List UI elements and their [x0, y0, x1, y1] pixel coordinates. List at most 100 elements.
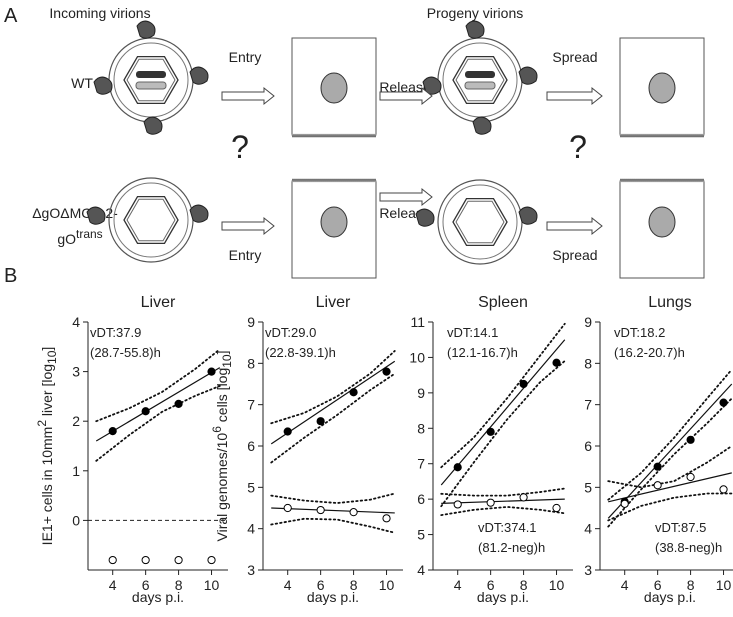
confidence-band-upper — [607, 368, 733, 501]
y-tick-label: 4 — [584, 521, 592, 537]
confidence-band-upper — [440, 487, 566, 497]
data-point — [174, 399, 183, 408]
y-tick-label: 4 — [72, 314, 80, 330]
x-tick-label: 6 — [142, 577, 150, 593]
data-point — [316, 505, 325, 515]
arrow — [221, 216, 275, 236]
panel-a: A Incoming virions Progeny virions WT Δg… — [4, 5, 705, 279]
chart-title: Spleen — [478, 294, 528, 311]
panel-label: B — [4, 265, 17, 287]
confidence-band-lower — [95, 385, 221, 462]
dna — [135, 81, 167, 90]
regression-line — [441, 498, 565, 504]
regression-line — [440, 339, 566, 486]
question-mark: ? — [569, 129, 587, 165]
confidence-band-lower — [607, 397, 733, 528]
y-tick-label: 5 — [584, 479, 592, 495]
cell — [619, 182, 705, 279]
data-point — [519, 493, 528, 502]
microvilli — [619, 133, 705, 138]
cell — [291, 37, 377, 134]
data-point — [382, 514, 391, 523]
annotation: vDT:87.5 — [655, 520, 706, 535]
y-tick-label: 7 — [584, 397, 592, 413]
capsid-inner — [455, 58, 505, 102]
data-point — [349, 388, 358, 397]
y-axis-label-part: cells [log — [214, 368, 230, 426]
annotation: (16.2-20.7)h — [614, 345, 685, 360]
y-tick-label: 0 — [72, 512, 80, 528]
y-tick-label: 7 — [247, 397, 255, 413]
data-point — [108, 555, 117, 565]
data-point — [453, 463, 462, 472]
confidence-band-lower — [270, 372, 396, 464]
x-tick-label: 8 — [687, 577, 695, 593]
glycoprotein — [143, 116, 163, 135]
data-point — [519, 379, 528, 389]
x-tick-label: 10 — [379, 577, 395, 593]
row-label-sup: trans — [76, 227, 103, 241]
x-tick-label: 10 — [716, 577, 732, 593]
virion-envelope-inner — [113, 182, 189, 258]
data-point — [349, 508, 358, 517]
annotation: (38.8-neg)h — [655, 540, 722, 555]
y-tick-label: 6 — [584, 438, 592, 454]
arrow — [546, 216, 603, 236]
annotation: (22.8-39.1)h — [265, 345, 336, 360]
data-point — [552, 503, 561, 513]
step-label: Spread — [552, 49, 597, 65]
step-label: Entry — [229, 49, 262, 65]
y-axis-label-part: 6 — [210, 426, 224, 433]
dna — [136, 71, 166, 78]
y-axis-label: IE1+ cells in 10mm2 liver [log10] — [35, 347, 59, 546]
y-tick-label: 11 — [410, 314, 425, 330]
glycoprotein — [415, 208, 435, 227]
glycoprotein — [189, 66, 209, 85]
step-label: Spread — [552, 247, 597, 263]
arrow — [221, 86, 275, 106]
capsid — [123, 195, 179, 245]
data-point — [174, 555, 183, 565]
confidence-band-upper — [270, 492, 396, 504]
data-point — [653, 481, 662, 490]
y-tick-label: 10 — [409, 349, 425, 365]
data-point — [316, 417, 325, 426]
y-tick-label: 8 — [417, 420, 425, 436]
y-tick-label: 3 — [247, 562, 255, 578]
data-point — [283, 503, 292, 513]
y-tick-label: 3 — [72, 364, 80, 380]
chart-title: Lungs — [648, 294, 692, 311]
data-point — [108, 427, 117, 436]
regression-line — [95, 367, 221, 442]
capsid — [123, 55, 179, 105]
cell — [619, 37, 705, 134]
panel-label: A — [4, 5, 18, 27]
glycoprotein — [422, 76, 442, 95]
nucleus — [648, 206, 676, 238]
y-axis-label-part: Viral genomes/10 — [214, 433, 230, 542]
confidence-band-upper — [440, 322, 566, 469]
x-tick-label: 4 — [284, 577, 292, 593]
x-tick-label: 4 — [454, 577, 462, 593]
data-point — [686, 435, 695, 444]
annotation: vDT:374.1 — [478, 520, 537, 535]
chart-title: Liver — [316, 294, 351, 311]
data-point — [620, 499, 629, 508]
x-tick-label: 4 — [621, 577, 629, 593]
data-point — [552, 358, 561, 367]
capsid-inner — [126, 58, 176, 102]
row-label: gOtrans — [57, 227, 102, 247]
glycoprotein — [86, 206, 106, 225]
dna — [464, 81, 496, 90]
chart-title: Liver — [141, 294, 176, 311]
y-axis-label-part: 10 — [45, 350, 59, 364]
nucleus — [320, 206, 348, 238]
nucleus — [320, 72, 348, 104]
arrow — [546, 86, 603, 106]
step-label: Release — [379, 79, 431, 95]
x-tick-label: 8 — [520, 577, 528, 593]
confidence-band-lower — [270, 517, 396, 534]
glycoprotein — [465, 20, 485, 39]
row-label: WT — [71, 75, 93, 91]
